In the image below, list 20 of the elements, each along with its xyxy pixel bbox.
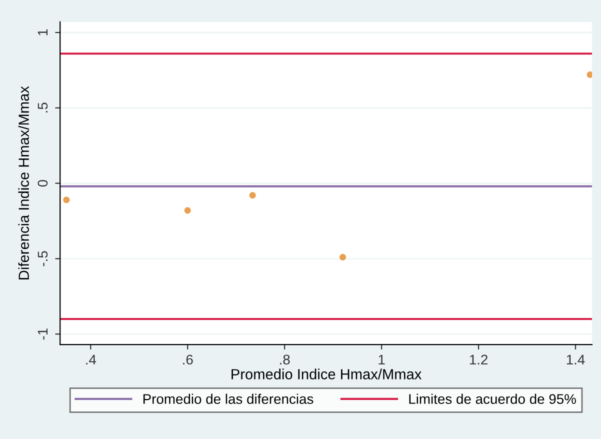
point: [586, 71, 592, 78]
point: [184, 207, 191, 214]
y-tick-label: -1: [38, 328, 48, 340]
y-axis-title: Diferencia Indice Hmax/Mmax: [18, 86, 29, 280]
legend-label: Promedio de las diferencias: [143, 394, 314, 404]
x-tick-label: 1: [378, 354, 385, 364]
y-tick-label: -.5: [38, 251, 48, 266]
x-tick-label: .6: [183, 354, 193, 365]
point: [339, 254, 346, 260]
x-tick-label: .4: [86, 354, 96, 364]
y-tick-label: .5: [38, 102, 48, 112]
x-axis-title: Promedio Indice Hmax/Mmax: [232, 368, 422, 380]
legend-label: Limites de acuerdo de 95%: [409, 394, 576, 404]
x-tick-label: 1.4: [566, 354, 585, 364]
x-tick-label: 1.2: [470, 354, 488, 364]
y-tick-label: 1: [38, 29, 48, 36]
point: [63, 196, 70, 204]
y-tick-label: 0: [38, 180, 48, 187]
x-tick-label: .8: [280, 354, 290, 365]
point: [249, 192, 256, 199]
